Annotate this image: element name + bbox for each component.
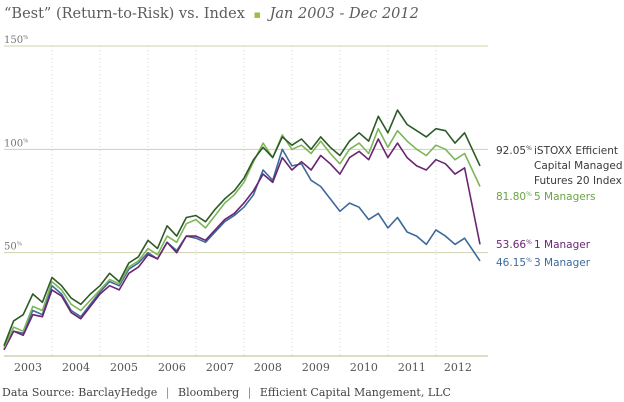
series-end-value-3: 46.15%	[496, 257, 532, 269]
x-tick-2010: 2010	[350, 361, 378, 374]
x-tick-2007: 2007	[206, 361, 234, 374]
series-line-1	[3, 127, 481, 349]
x-tick-2009: 2009	[302, 361, 330, 374]
x-tick-2008: 2008	[254, 361, 282, 374]
footer-label: Data Source:	[2, 386, 75, 399]
x-tick-2003: 2003	[14, 361, 42, 374]
series-line-2	[3, 138, 481, 351]
series-name-0-line-2: Futures 20 Index	[534, 175, 622, 187]
legend-labels: 92.05% iSTOXX Efficient Capital Managed Fut…	[496, 145, 623, 269]
grid: 50% 100% 150%	[4, 35, 488, 356]
footer-source-1: BarclayHedge	[78, 386, 158, 399]
chart-title: “Best” (Return-to-Risk) vs. Index ▪ Jan …	[4, 6, 419, 22]
x-tick-2006: 2006	[158, 361, 186, 374]
series-line-3	[3, 148, 481, 351]
y-tick-50: 50%	[4, 242, 22, 253]
footer-source-2: Bloomberg	[178, 386, 240, 399]
series-group	[3, 109, 481, 351]
series-name-1: 5 Managers	[534, 191, 596, 203]
series-name-0-line-0: iSTOXX Efficient	[534, 145, 618, 157]
x-tick-2012: 2012	[444, 361, 472, 374]
series-end-value-0: 92.05%	[496, 145, 532, 157]
series-end-value-2: 53.66%	[496, 239, 532, 251]
y-tick-150: 150%	[4, 35, 28, 46]
x-tick-2005: 2005	[110, 361, 138, 374]
series-name-0-line-1: Capital Managed	[534, 160, 623, 172]
y-tick-100: 100%	[4, 138, 28, 149]
series-line-0	[3, 109, 481, 346]
footer-separator-2: |	[247, 386, 252, 399]
x-tick-2004: 2004	[62, 361, 90, 374]
series-name-2: 1 Manager	[534, 239, 591, 251]
title-bullet: ▪	[253, 8, 261, 21]
x-tick-2011: 2011	[398, 361, 426, 374]
chart-title-text: “Best” (Return-to-Risk) vs. Index	[4, 6, 245, 22]
axes: 2003 2004 2005 2006 2007 2008 2009 2010 2011 2012	[4, 355, 488, 374]
footer-separator-1: |	[165, 386, 170, 399]
chart-subtitle: Jan 2003 - Dec 2012	[269, 6, 419, 22]
series-end-value-1: 81.80%	[496, 191, 532, 203]
data-source-footer: Data Source: BarclayHedge | Bloomberg | …	[2, 386, 451, 399]
footer-source-3: Efficient Capital Mangement, LLC	[259, 386, 451, 399]
series-name-3: 3 Manager	[534, 257, 591, 269]
